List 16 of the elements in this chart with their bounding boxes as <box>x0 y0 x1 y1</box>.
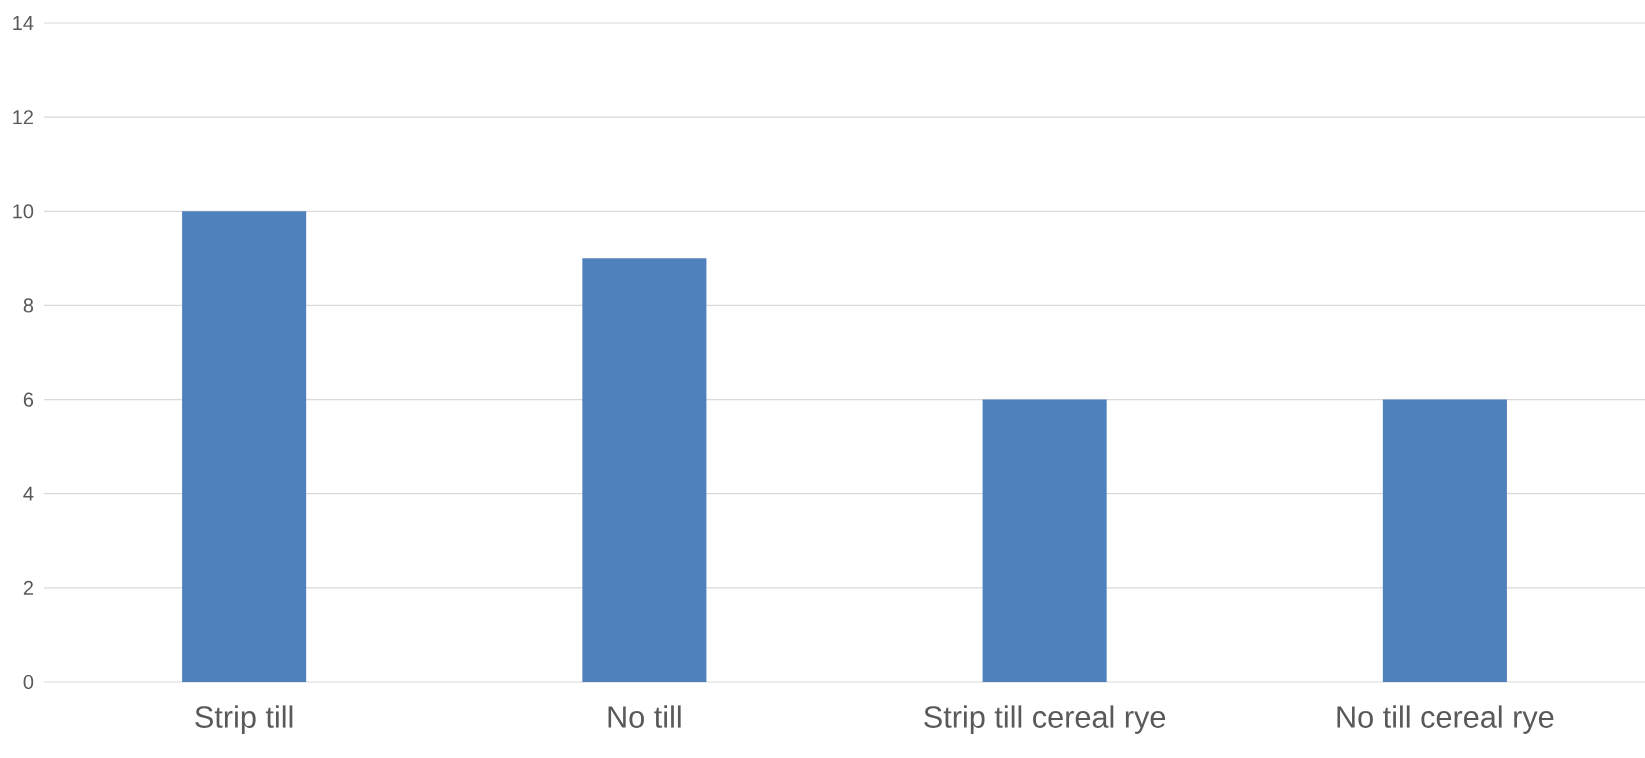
y-tick-label: 14 <box>13 16 34 30</box>
bar <box>982 399 1107 682</box>
y-tick-label: 0 <box>23 674 34 690</box>
y-tick-label: 10 <box>13 204 34 219</box>
x-tick-label: Strip till cereal rye <box>924 705 1166 734</box>
y-tick-label: 12 <box>13 110 33 125</box>
y-tick-label: 8 <box>23 298 34 313</box>
y-tick-label: 6 <box>23 392 34 407</box>
bar <box>582 258 707 682</box>
x-tick-label: No till <box>608 705 681 728</box>
y-tick-label: 4 <box>23 486 34 501</box>
bar <box>1382 399 1507 682</box>
bar <box>182 211 307 682</box>
x-tick-label: Strip till <box>195 705 293 734</box>
x-tick-label: No till cereal rye <box>1337 705 1554 734</box>
y-tick-label: 2 <box>23 580 33 595</box>
